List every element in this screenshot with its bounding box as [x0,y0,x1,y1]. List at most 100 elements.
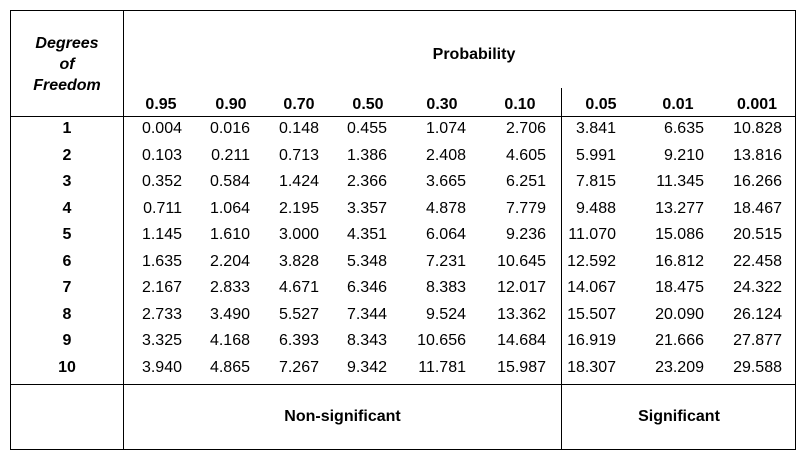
chi-square-value-cell: 23.209 [655,358,704,376]
chi-square-value-cell: 13.816 [733,146,782,164]
chi-square-value-cell: 0.211 [211,146,250,164]
degrees-of-freedom-cell: 2 [62,146,72,164]
chi-square-value-cell: 1.064 [209,199,250,217]
chi-square-value-cell: 2.706 [505,120,546,137]
chi-square-value-cell: 6.635 [663,120,704,137]
chi-square-value-cell: 11.781 [418,358,466,376]
chi-square-value-cell: 6.393 [278,332,319,349]
chi-square-value-cell: 7.815 [575,173,616,190]
chi-square-value-cell: 1.424 [278,173,319,190]
chi-square-value-cell: 2.733 [141,305,182,323]
chi-square-value-cell: 5.991 [575,146,616,164]
chi-square-value-cell: 6.251 [505,173,546,190]
degrees-of-freedom-cell: 6 [62,252,72,270]
chi-square-value-cell: 5.348 [346,252,387,270]
chi-square-value-cell: 4.671 [278,279,319,296]
chi-square-value-cell: 11.070 [568,226,616,243]
chi-square-value-cell: 2.833 [209,279,250,296]
chi-square-value-cell: 3.490 [209,305,250,323]
chi-square-value-cell: 9.524 [425,305,466,323]
chi-square-value-cell: 18.307 [567,358,616,376]
chi-square-value-cell: 18.475 [655,279,704,296]
chi-square-value-cell: 7.344 [346,305,387,323]
probability-column-header: 0.90 [215,96,247,113]
probability-column-header: 0.95 [145,96,177,113]
chi-square-value-cell: 9.210 [663,146,704,164]
probability-column-header: 0.30 [426,96,458,113]
chi-square-value-cell: 6.346 [346,279,387,296]
degrees-of-freedom-cell: 7 [62,279,72,296]
chi-square-value-cell: 10.828 [733,120,782,137]
chi-square-value-cell: 24.322 [733,279,782,296]
chi-square-value-cell: 0.713 [278,146,319,164]
chi-square-value-cell: 7.231 [425,252,466,270]
chi-square-value-cell: 9.342 [346,358,387,376]
chi-square-value-cell: 4.865 [209,358,250,376]
chi-square-value-cell: 15.507 [567,305,616,323]
chi-square-table [10,10,796,450]
divider-footer [10,384,796,385]
chi-square-value-cell: 15.086 [655,226,704,243]
chi-square-value-cell: 0.004 [141,120,182,137]
degrees-of-freedom-cell: 8 [62,305,72,323]
probability-column-header: 0.001 [736,96,778,113]
degrees-of-freedom-cell: 5 [62,226,72,243]
chi-square-value-cell: 16.812 [655,252,704,270]
chi-square-value-cell: 1.610 [209,226,250,243]
chi-square-value-cell: 7.779 [505,199,546,217]
non-significant-label: Non-significant [284,408,401,425]
chi-square-value-cell: 4.605 [505,146,546,164]
probability-column-header: 0.10 [504,96,536,113]
degrees-of-freedom-cell: 10 [58,358,76,376]
dof-heading-line-3: Freedom [33,77,101,94]
chi-square-value-cell: 1.635 [141,252,182,270]
chi-square-value-cell: 7.267 [278,358,319,376]
chi-square-value-cell: 4.351 [346,226,387,243]
chi-square-value-cell: 4.878 [425,199,466,217]
degrees-of-freedom-cell: 9 [62,332,72,349]
chi-square-value-cell: 3.000 [278,226,319,243]
chi-square-value-cell: 0.455 [346,120,387,137]
chi-square-value-cell: 2.408 [425,146,466,164]
chi-square-value-cell: 0.103 [141,146,182,164]
chi-square-value-cell: 0.352 [141,173,182,190]
degrees-of-freedom-cell: 4 [62,199,72,217]
chi-square-value-cell: 5.527 [278,305,319,323]
probability-column-header: 0.05 [585,96,617,113]
chi-square-value-cell: 1.074 [425,120,466,137]
chi-square-value-cell: 13.277 [655,199,704,217]
chi-square-value-cell: 4.168 [209,332,250,349]
chi-square-value-cell: 15.987 [497,358,546,376]
significant-label: Significant [638,408,720,425]
degrees-of-freedom-cell: 3 [62,173,72,190]
chi-square-value-cell: 21.666 [655,332,704,349]
dof-heading-line-1: Degrees [35,35,99,52]
chi-square-value-cell: 18.467 [733,199,782,217]
chi-square-value-cell: 2.195 [278,199,319,217]
chi-square-value-cell: 9.236 [505,226,546,243]
chi-square-value-cell: 3.325 [141,332,182,349]
chi-square-value-cell: 2.167 [141,279,182,296]
chi-square-value-cell: 3.828 [278,252,319,270]
chi-square-value-cell: 9.488 [575,199,616,217]
chi-square-value-cell: 0.711 [143,199,182,217]
probability-column-header: 0.01 [662,96,694,113]
chi-square-value-cell: 14.684 [497,332,546,349]
chi-square-value-cell: 3.357 [346,199,387,217]
chi-square-value-cell: 26.124 [733,305,782,323]
probability-heading: Probability [432,46,516,63]
chi-square-value-cell: 6.064 [425,226,466,243]
dof-heading-line-2: of [59,56,75,73]
divider-significance [561,88,562,450]
chi-square-value-cell: 3.665 [425,173,466,190]
chi-square-value-cell: 20.090 [655,305,704,323]
chi-square-value-cell: 14.067 [567,279,616,296]
probability-column-header: 0.70 [283,96,315,113]
chi-square-value-cell: 0.016 [209,120,250,137]
divider-header [10,116,796,117]
degrees-of-freedom-cell: 1 [62,120,72,137]
chi-square-value-cell: 0.584 [209,173,250,190]
chi-square-value-cell: 10.645 [497,252,546,270]
chi-square-value-cell: 3.841 [575,120,616,137]
chi-square-value-cell: 27.877 [733,332,782,349]
